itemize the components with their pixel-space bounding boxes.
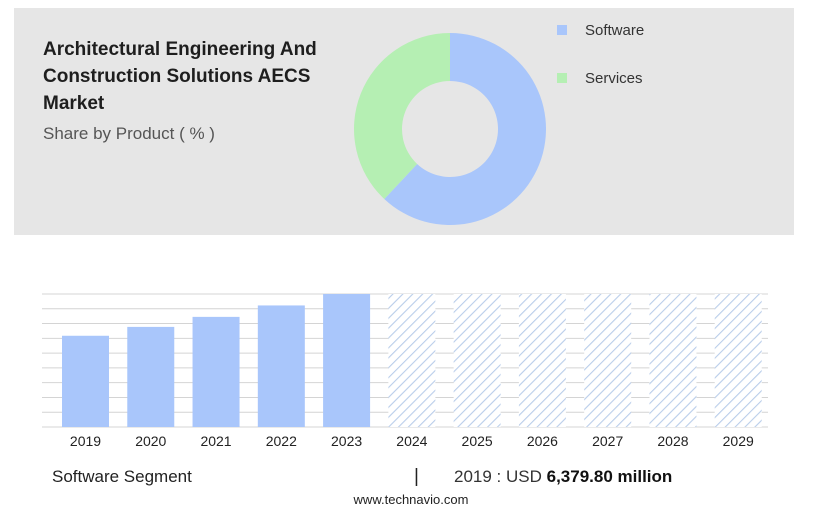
bar-2020 [127, 326, 175, 427]
donut-slice-services [354, 33, 450, 199]
x-tick-label: 2027 [592, 433, 623, 449]
x-tick-label: 2023 [331, 433, 362, 449]
forecast-bar-2025 [453, 294, 501, 427]
forecast-bar-2024 [388, 294, 436, 427]
x-tick-label: 2025 [462, 433, 493, 449]
legend-label-software: Software [585, 21, 645, 39]
x-tick-label: 2021 [200, 433, 231, 449]
forecast-bar-2029 [714, 294, 762, 427]
legend-label-services: Services [585, 69, 643, 87]
bar-2019 [62, 335, 109, 427]
x-tick-label: 2026 [527, 433, 558, 449]
bar-2022 [257, 305, 305, 427]
segment-label: Software Segment [52, 467, 192, 486]
bar-chart: 2019 2020 2021 2022 2023 2024 2025 2026 2027 2028… [42, 293, 768, 449]
segment-stat: 2019 : USD 6,379.80 million [454, 467, 672, 487]
legend-item-software: Software [557, 18, 644, 42]
x-tick-label: 2029 [723, 433, 754, 449]
legend: Software Services [557, 18, 644, 114]
chart-subtitle: Share by Product ( % ) [43, 124, 215, 143]
legend-swatch-services [557, 73, 567, 83]
x-tick-label: 2028 [657, 433, 688, 449]
stat-prefix: 2019 : USD [454, 467, 542, 486]
stat-value: 6,379.80 million [546, 467, 673, 486]
forecast-bar-2028 [649, 294, 697, 427]
donut-chart [354, 33, 546, 226]
donut-slice-software [384, 33, 546, 226]
forecast-bar-2027 [584, 294, 632, 427]
x-tick-label: 2020 [135, 433, 166, 449]
legend-swatch-software [557, 25, 567, 35]
x-tick-label: 2019 [70, 433, 101, 449]
chart-title: Architectural Engineering And Constructi… [43, 39, 317, 114]
source-link[interactable]: www.technavio.com [353, 492, 469, 507]
stat-divider: | [414, 466, 419, 487]
forecast-bar-2026 [518, 294, 566, 427]
x-tick-label: 2024 [396, 433, 427, 449]
x-tick-label: 2022 [266, 433, 297, 449]
bar-2023 [323, 294, 371, 427]
bar-2021 [192, 316, 240, 427]
legend-item-services: Services [557, 66, 644, 90]
